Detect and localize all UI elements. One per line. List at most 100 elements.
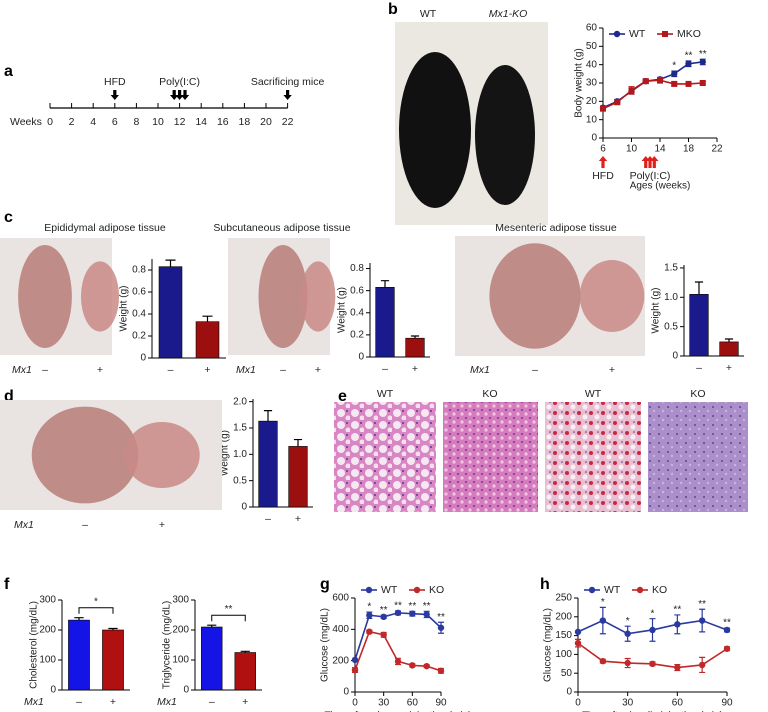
panel-title: Mesenteric adipose tissue <box>495 222 617 234</box>
event-label: HFD <box>592 170 614 182</box>
error-bar <box>724 338 734 342</box>
significance: ** <box>673 605 681 616</box>
marker <box>698 617 706 624</box>
significance: ** <box>437 612 445 623</box>
tissue <box>124 422 200 488</box>
panel-letter: g <box>320 576 330 593</box>
bar <box>689 294 709 357</box>
y-tick-label: 300 <box>172 595 189 606</box>
event-label: Poly(I:C) <box>630 170 671 182</box>
y-axis-label: Weight (g) <box>220 430 231 476</box>
bar <box>195 321 220 359</box>
histology-image <box>545 402 641 512</box>
panel-letter: b <box>388 1 398 18</box>
y-tick-label: 200 <box>555 611 572 622</box>
x-tick-label: + <box>110 696 116 708</box>
y-tick-label: 50 <box>561 668 573 679</box>
legend-label: WT <box>604 584 621 596</box>
y-axis-label: Weight (g) <box>119 286 130 332</box>
photo-label: Mx1-KO <box>489 8 528 20</box>
category-label: Mx1 <box>24 696 44 708</box>
histology-image <box>334 402 436 512</box>
y-tick-label: 1.5 <box>664 263 678 274</box>
x-tick-label: + <box>412 363 418 375</box>
tissue <box>489 243 581 349</box>
legend-label: WT <box>629 28 646 40</box>
histology-label: KO <box>690 388 705 400</box>
photo-label: WT <box>420 8 437 20</box>
marker <box>699 58 706 66</box>
x-tick-label: 90 <box>435 698 447 709</box>
x-tick-label: 0 <box>352 698 358 709</box>
histology-label: WT <box>585 388 602 400</box>
error-bar <box>74 617 84 621</box>
marker <box>394 609 402 617</box>
timeline-tick-label: 14 <box>195 116 207 128</box>
y-axis-label: Triglyceride (mg/dL) <box>162 601 173 690</box>
x-tick-label: + <box>242 696 248 708</box>
significance: ** <box>423 601 431 612</box>
marker <box>351 666 359 674</box>
legend-label: KO <box>652 584 667 596</box>
y-axis-label: Weight (g) <box>651 288 662 334</box>
category-label: Mx1 <box>12 364 32 376</box>
category-label: Mx1 <box>14 519 34 531</box>
error-bar <box>410 335 420 339</box>
marker <box>599 657 607 665</box>
y-tick-label: 200 <box>172 625 189 636</box>
bar <box>234 652 256 691</box>
y-tick-label: 1.5 <box>233 423 247 434</box>
event-label: HFD <box>104 76 126 88</box>
y-tick-label: 0.5 <box>664 321 678 332</box>
marker <box>699 80 706 86</box>
marker <box>628 87 635 94</box>
panel-letter: e <box>338 388 347 405</box>
marker <box>624 630 631 637</box>
y-tick-label: 20 <box>586 96 598 107</box>
bar <box>158 266 183 359</box>
marker <box>671 80 678 87</box>
category-label: Mx1 <box>157 696 177 708</box>
mouse <box>475 65 535 205</box>
category-label: Mx1 <box>470 364 490 376</box>
marker <box>366 612 373 619</box>
y-axis-label: Cholesterol (mg/dL) <box>29 601 40 689</box>
histology-label: KO <box>482 388 497 400</box>
x-tick-label: + <box>295 513 301 525</box>
histology-image <box>443 402 538 512</box>
y-tick-label: 2.0 <box>233 396 247 407</box>
x-axis-label: Time after glucose injection (min) <box>325 711 472 712</box>
y-tick-label: 200 <box>39 625 56 636</box>
significance: ** <box>699 49 707 60</box>
significance: ** <box>408 601 416 612</box>
y-axis-label: Body weight (g) <box>574 48 585 117</box>
y-tick-label: 0 <box>343 687 349 698</box>
event-label: Poly(I:C) <box>159 76 200 88</box>
y-tick-label: 300 <box>39 595 56 606</box>
marker <box>642 78 649 85</box>
marker <box>423 611 430 618</box>
arrow <box>650 156 659 168</box>
marker <box>671 70 678 78</box>
arrow <box>283 90 292 100</box>
significance: * <box>94 596 98 607</box>
x-tick-label: 90 <box>721 698 733 709</box>
marker <box>614 99 621 106</box>
tissue <box>258 245 308 348</box>
bar <box>68 619 90 691</box>
tissue <box>31 406 139 504</box>
marker <box>636 586 644 594</box>
significance: * <box>367 602 371 613</box>
marker <box>685 80 692 87</box>
photo-label: + <box>97 364 103 376</box>
y-tick-label: 150 <box>555 630 572 641</box>
y-tick-label: 0.4 <box>132 309 146 320</box>
y-tick-label: 60 <box>586 23 598 34</box>
bar <box>719 341 739 357</box>
panel-title: Subcutaneous adipose tissue <box>213 222 350 234</box>
marker <box>723 626 731 634</box>
significance: * <box>626 616 630 627</box>
significance: ** <box>225 604 233 615</box>
photo-label: + <box>609 364 615 376</box>
